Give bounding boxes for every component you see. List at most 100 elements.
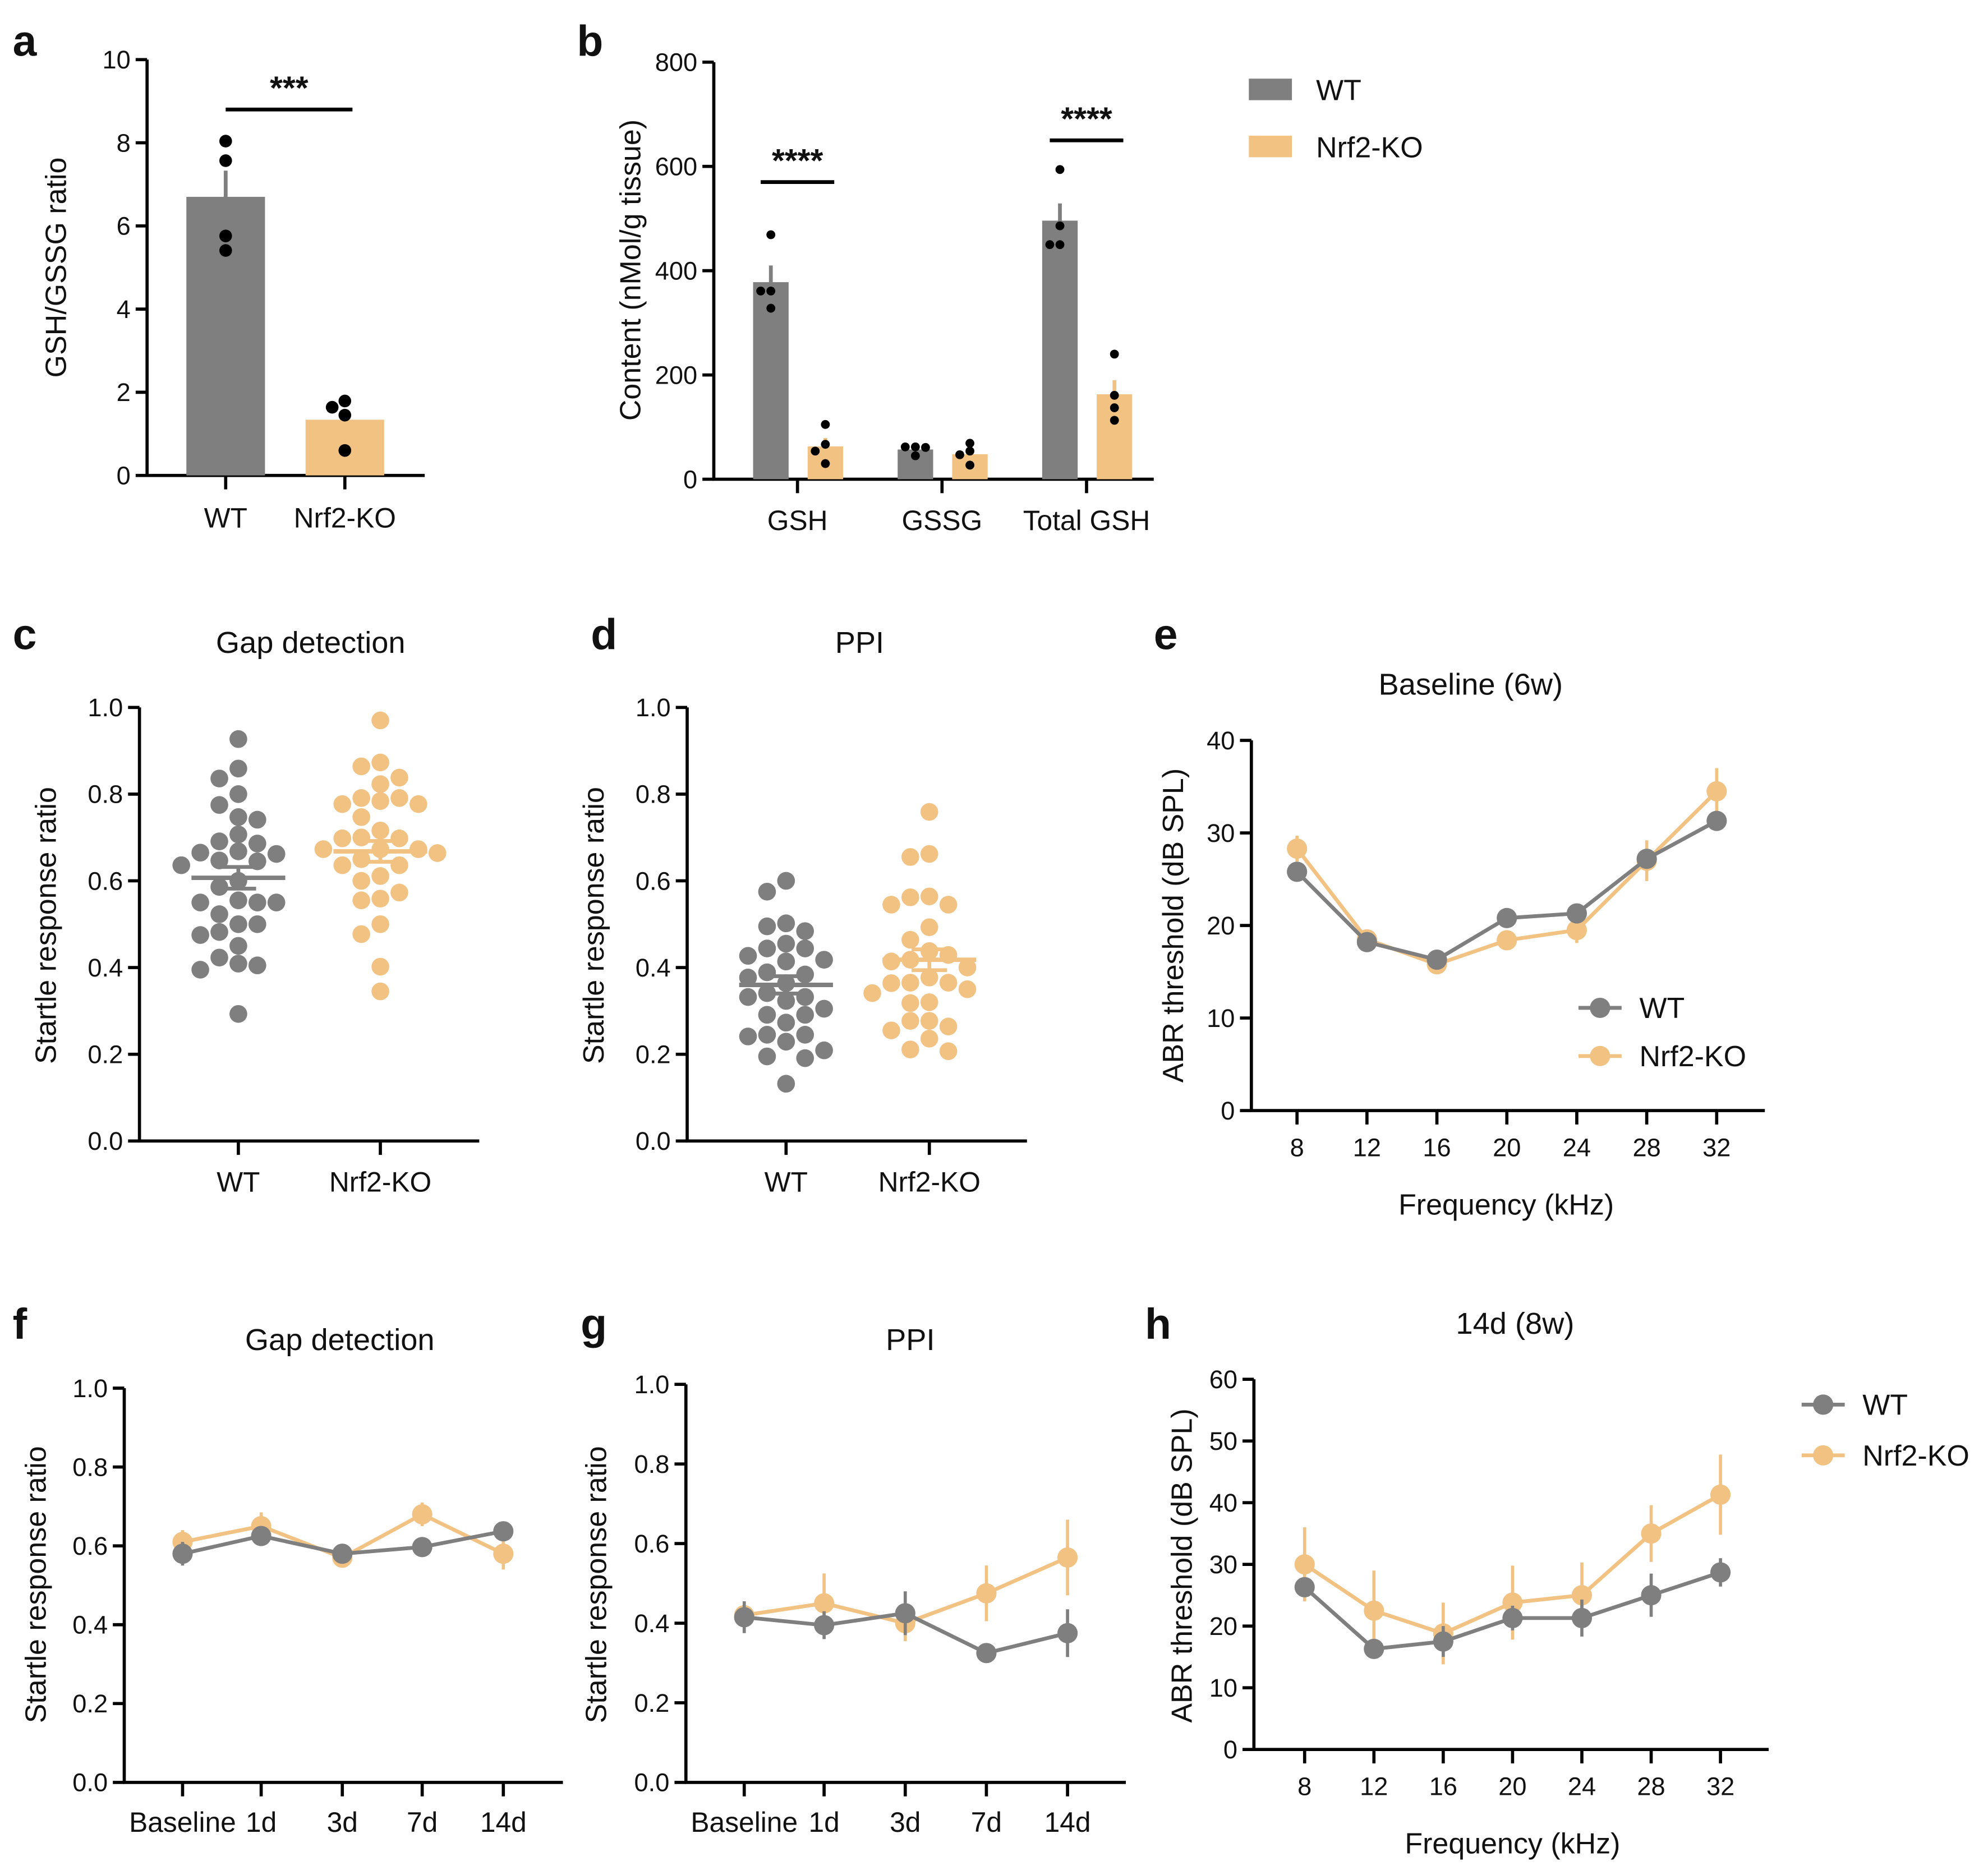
data-point — [191, 844, 209, 862]
data-point — [1294, 1554, 1315, 1575]
legend-marker — [1590, 1045, 1610, 1066]
legend-marker — [1813, 1445, 1834, 1466]
x-tick-label: Baseline — [129, 1807, 236, 1838]
data-point — [210, 796, 228, 814]
data-point — [920, 845, 938, 863]
data-point — [815, 951, 833, 969]
x-tick-label: 14d — [1044, 1807, 1091, 1838]
data-point — [920, 993, 938, 1011]
data-point — [210, 832, 228, 850]
x-tick-label: 20 — [1493, 1133, 1521, 1162]
data-point — [390, 856, 408, 874]
data-point — [758, 1006, 776, 1024]
y-tick-label: 0 — [117, 461, 131, 490]
x-tick-label: 28 — [1637, 1772, 1665, 1801]
x-tick-label: GSSG — [901, 505, 982, 536]
data-point — [882, 1021, 900, 1039]
data-point — [1641, 1523, 1662, 1544]
data-point — [815, 1041, 833, 1059]
data-point — [409, 795, 427, 813]
data-point — [734, 1607, 754, 1628]
y-tick-label: 6 — [117, 212, 131, 241]
y-tick-label: 0.6 — [634, 1530, 670, 1558]
x-tick-label: 24 — [1563, 1133, 1591, 1162]
y-tick-label: 0.2 — [634, 1689, 670, 1717]
x-tick-label: 12 — [1353, 1133, 1381, 1162]
data-point — [901, 848, 919, 866]
x-tick-label: WT — [217, 1167, 260, 1198]
significance-stars: **** — [772, 143, 823, 179]
data-point — [248, 893, 266, 911]
data-point — [352, 808, 370, 826]
panel-title: 14d (8w) — [1456, 1307, 1574, 1340]
data-point — [1566, 920, 1587, 941]
panel-title: Gap detection — [216, 626, 406, 660]
data-point — [1710, 1562, 1731, 1583]
data-point — [229, 759, 247, 778]
data-point — [1045, 240, 1055, 250]
data-point — [821, 459, 830, 468]
y-tick-label: 4 — [117, 295, 131, 324]
y-tick-label: 40 — [1207, 726, 1235, 755]
data-point — [338, 394, 352, 408]
y-tick-label: 20 — [1207, 911, 1235, 940]
legend-swatch — [1249, 79, 1292, 100]
x-tick-label: 32 — [1702, 1133, 1731, 1162]
data-point — [229, 808, 247, 826]
panel-letter: b — [577, 17, 603, 66]
data-point — [1571, 1607, 1593, 1628]
y-tick-label: 1.0 — [634, 1370, 670, 1399]
data-point — [901, 994, 919, 1012]
data-point — [325, 400, 339, 414]
y-axis-title: ABR threshold (dB SPL) — [1157, 768, 1190, 1082]
bar — [1042, 220, 1078, 480]
data-point — [1110, 416, 1119, 425]
data-point — [219, 154, 232, 167]
data-point — [821, 440, 830, 449]
y-tick-label: 0.6 — [88, 867, 123, 895]
panel-letter: g — [581, 1300, 607, 1348]
data-point — [338, 444, 352, 457]
data-point — [248, 810, 266, 829]
data-point — [1433, 1631, 1453, 1652]
data-point — [920, 887, 938, 906]
data-point — [965, 446, 974, 456]
panel-h — [1242, 1378, 1845, 1764]
significance-stars: *** — [270, 70, 309, 107]
x-tick-label: 8 — [1297, 1772, 1311, 1801]
data-point — [1055, 240, 1065, 250]
data-point — [758, 917, 776, 936]
legend-label: Nrf2-KO — [1862, 1440, 1969, 1472]
x-tick-label: Nrf2-KO — [329, 1167, 431, 1198]
data-point — [920, 918, 938, 937]
data-point — [371, 711, 389, 730]
data-point — [219, 244, 232, 257]
data-point — [901, 1040, 919, 1058]
data-point — [229, 842, 247, 860]
y-tick-label: 30 — [1209, 1550, 1237, 1579]
y-axis-title: Startle response ratio — [20, 1446, 52, 1723]
y-tick-label: 0.6 — [636, 867, 671, 895]
y-tick-label: 600 — [655, 153, 697, 181]
data-point — [901, 1012, 919, 1030]
data-point — [796, 965, 814, 984]
data-point — [229, 937, 247, 955]
data-point — [901, 930, 919, 949]
y-tick-label: 0.8 — [634, 1450, 670, 1478]
data-point — [1057, 1547, 1078, 1568]
data-point — [1287, 839, 1308, 859]
data-point — [229, 1005, 247, 1023]
x-tick-label: 32 — [1706, 1772, 1734, 1801]
data-point — [1364, 1600, 1384, 1621]
panel-f — [113, 1386, 563, 1796]
data-point — [412, 1504, 432, 1525]
x-tick-label: 28 — [1632, 1133, 1660, 1162]
y-tick-label: 0.8 — [88, 780, 123, 809]
data-point — [1502, 1607, 1523, 1628]
legend-marker — [1813, 1394, 1834, 1415]
data-point — [219, 135, 232, 148]
data-point — [815, 999, 833, 1018]
data-point — [1426, 949, 1447, 970]
data-point — [1636, 849, 1657, 869]
data-point — [371, 915, 389, 933]
